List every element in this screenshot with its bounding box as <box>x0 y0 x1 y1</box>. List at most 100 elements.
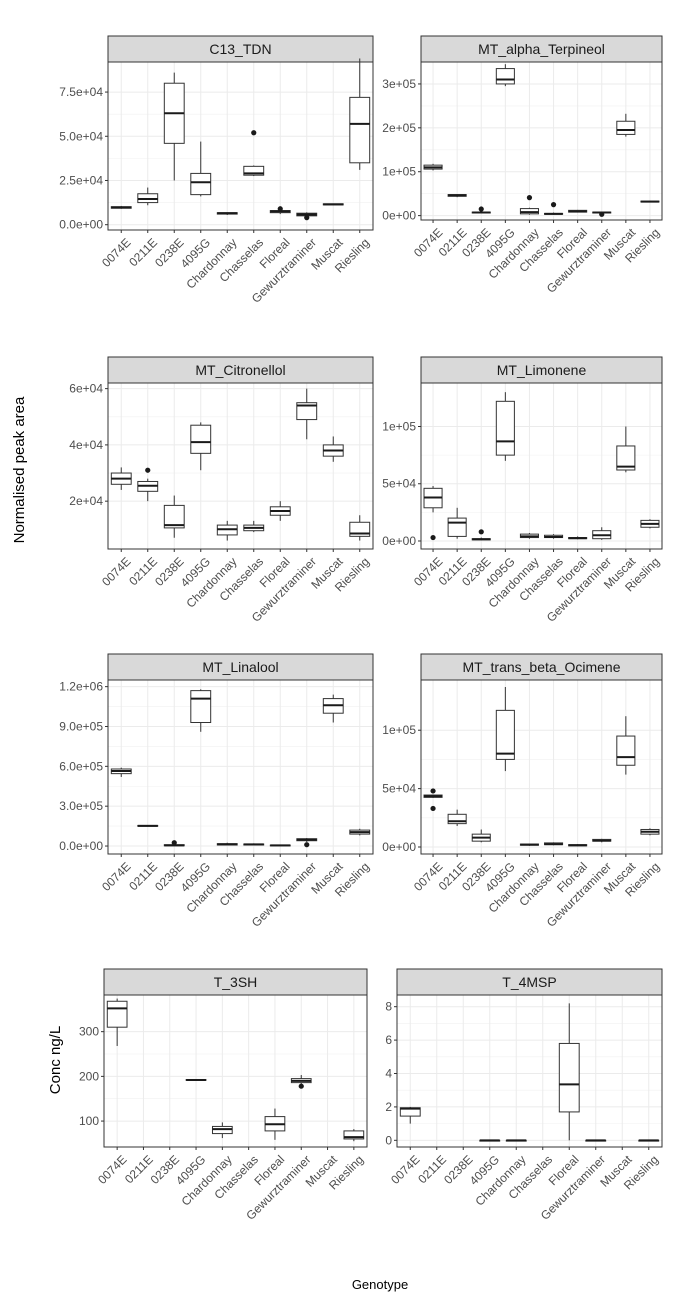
x-axis-label-genotype: Genotype <box>352 1277 408 1292</box>
outlier-point <box>145 467 151 473</box>
box-body <box>190 172 212 196</box>
y-tick-label: 1e+05 <box>382 165 416 179</box>
y-tick-label: 2e+05 <box>382 121 416 135</box>
x-tick-label: 0074E <box>95 1152 129 1186</box>
box-Chardonnay <box>519 532 539 539</box>
outlier-point <box>251 130 257 136</box>
box-Gewurztraminer <box>296 838 318 848</box>
box-4095G <box>495 64 515 87</box>
box-0238E <box>471 829 491 843</box>
y-tick-label: 7.5e+04 <box>59 85 103 99</box>
box-Chasselas <box>544 202 564 215</box>
y-tick-label: 1e+05 <box>382 723 416 737</box>
panel-strip <box>396 968 663 996</box>
panel-strip <box>420 653 663 681</box>
box-Riesling <box>349 515 371 541</box>
box-body <box>447 517 467 537</box>
box-body <box>349 96 371 164</box>
box-Riesling <box>640 828 660 836</box>
y-tick-label: 2 <box>385 1100 392 1114</box>
panel-7: T_4MSP024680074E0211E0238E4095GChardonna… <box>385 968 663 1223</box>
box-Gewurztraminer <box>592 838 612 843</box>
box-Chasselas <box>243 843 265 846</box>
box-Gewurztraminer <box>296 212 318 221</box>
panel-4: MT_Linalool 0.0e+00 3.0e+05 6.0e+05 9.0e+05 1… <box>59 653 374 930</box>
box-Floreal <box>269 206 291 215</box>
panel-border <box>396 994 663 1148</box>
panel-title: MT_alpha_Terpineol <box>478 41 605 57</box>
panel-strip <box>103 968 368 996</box>
panel-border <box>103 994 368 1148</box>
y-tick-label: 3.0e+05 <box>59 799 103 813</box>
box-0074E <box>423 163 443 171</box>
box-0074E <box>423 788 443 812</box>
outlier-point <box>526 195 533 201</box>
box-Floreal <box>558 1003 580 1141</box>
panel-border <box>107 382 374 550</box>
box-body <box>163 504 185 529</box>
y-tick-label: 200 <box>79 1069 99 1083</box>
box-0238E <box>163 495 185 538</box>
box-Muscat <box>616 113 636 137</box>
box-Riesling <box>638 1139 660 1142</box>
panel-title: MT_trans_beta_Ocimene <box>463 659 621 675</box>
box-Riesling <box>640 200 660 203</box>
box-Riesling <box>343 1129 365 1142</box>
box-Riesling <box>349 58 371 170</box>
y-axis-label-peak-area: Normalised peak area <box>11 396 28 543</box>
box-Riesling <box>640 519 660 529</box>
box-Chasselas <box>544 842 564 846</box>
box-0074E <box>399 1106 421 1124</box>
y-tick-label: 5e+04 <box>382 477 416 491</box>
box-Muscat <box>616 426 636 473</box>
x-tick-label: 0074E <box>99 554 133 588</box>
x-tick-label: 0074E <box>388 1152 422 1186</box>
box-0211E <box>447 194 467 198</box>
box-body <box>495 400 515 456</box>
y-tick-label: 6e+04 <box>69 382 103 396</box>
x-tick-label: 0074E <box>99 235 133 269</box>
outlier-point <box>478 529 484 535</box>
panel-title: MT_Linalool <box>202 659 278 675</box>
box-4095G <box>185 1078 207 1081</box>
panel-border <box>107 679 374 855</box>
panel-6: T_3SH1002003000074E0211E0238E4095GChardo… <box>79 968 368 1223</box>
box-Floreal <box>264 1108 286 1140</box>
panel-border <box>420 382 663 550</box>
box-body <box>343 1130 365 1140</box>
outlier-point <box>304 842 310 848</box>
box-Floreal <box>269 844 291 847</box>
box-body <box>616 445 636 471</box>
box-Chardonnay <box>519 195 539 215</box>
outlier-point <box>298 1083 304 1089</box>
box-body <box>190 424 212 454</box>
plot-background <box>421 680 662 854</box>
box-body <box>616 120 636 135</box>
box-Gewurztraminer <box>585 1139 607 1142</box>
outlier-point <box>277 206 283 212</box>
y-tick-label: 8 <box>385 1000 392 1014</box>
box-Chasselas <box>544 534 564 539</box>
box-0074E <box>110 767 132 777</box>
x-tick-label: 0074E <box>99 859 133 893</box>
y-tick-label: 300 <box>79 1025 99 1039</box>
box-body <box>296 402 318 421</box>
y-tick-label: 0.0e+00 <box>59 218 103 232</box>
y-tick-label: 1e+05 <box>382 420 416 434</box>
y-tick-label: 0 <box>385 1133 392 1147</box>
box-Chardonnay <box>216 842 238 846</box>
panel-3: MT_Limonene0e+005e+041e+050074E0211E0238… <box>382 356 663 625</box>
box-Muscat <box>322 203 344 206</box>
box-Chasselas <box>243 520 265 533</box>
plot-background <box>108 383 373 549</box>
outlier-point <box>171 840 177 846</box>
y-tick-label: 0e+00 <box>382 534 416 548</box>
box-0074E <box>423 486 443 541</box>
box-body <box>558 1042 580 1113</box>
panel-title: MT_Citronellol <box>195 362 285 378</box>
y-axis-label-conc: Conc ng/L <box>47 1026 64 1094</box>
y-tick-label: 6.0e+05 <box>59 759 103 773</box>
box-Floreal <box>568 209 588 213</box>
box-Chardonnay <box>505 1139 527 1142</box>
